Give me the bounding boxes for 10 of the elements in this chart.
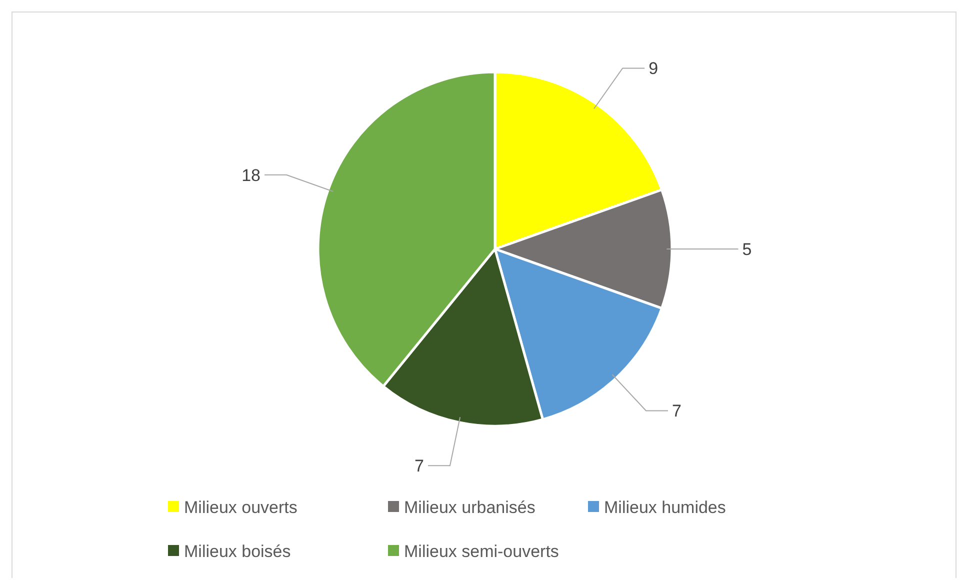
data-label: 18 bbox=[242, 166, 261, 185]
data-label: 7 bbox=[414, 456, 424, 476]
data-label: 9 bbox=[648, 59, 658, 78]
legend-label: Milieux urbanisés bbox=[404, 498, 536, 517]
data-label: 5 bbox=[742, 240, 752, 259]
legend-label: Milieux boisés bbox=[184, 542, 291, 561]
data-label: 7 bbox=[672, 402, 682, 421]
legend-label: Milieux humides bbox=[604, 498, 726, 517]
legend-label: Milieux ouverts bbox=[184, 498, 298, 517]
legend-label: Milieux semi-ouverts bbox=[404, 542, 559, 561]
